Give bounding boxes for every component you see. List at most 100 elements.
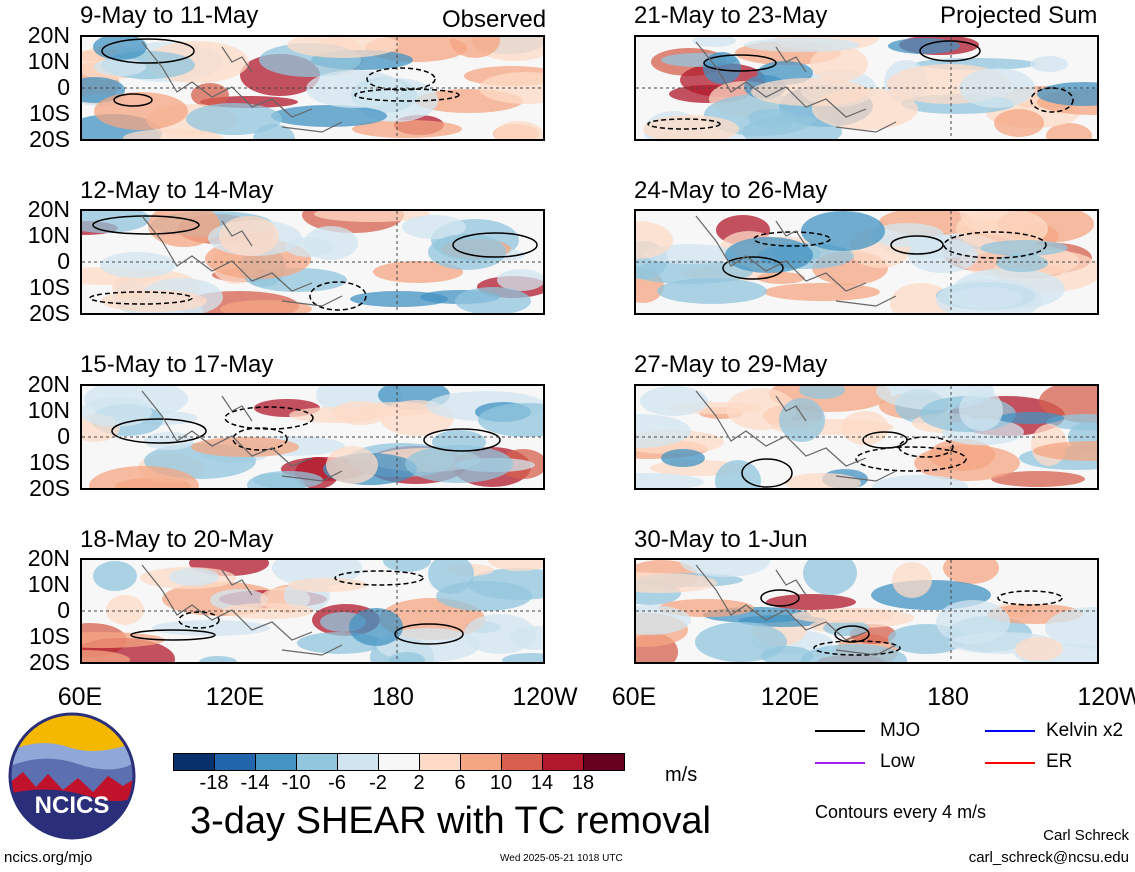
shear-blob <box>803 560 857 595</box>
shear-blob <box>455 287 531 313</box>
shear-blob <box>497 269 543 291</box>
mjo-contour <box>334 570 424 586</box>
mjo-contour <box>753 231 831 247</box>
logo-text: NCICS <box>35 792 110 819</box>
mjo-contour <box>366 67 436 91</box>
shear-blob <box>841 411 889 445</box>
shear-blob <box>636 221 673 259</box>
shear-blob <box>402 215 466 239</box>
mjo-contour <box>703 54 777 72</box>
x-tick-label: 120E <box>205 683 265 711</box>
shear-blob <box>657 278 767 304</box>
shear-field <box>636 211 1097 313</box>
mjo-contour <box>224 406 314 430</box>
shear-blob <box>220 300 312 313</box>
y-tick-label: 10S <box>29 623 70 649</box>
shear-blob <box>991 471 1085 487</box>
x-tick-label: 60E <box>57 683 103 711</box>
shear-blob <box>169 568 219 586</box>
shear-field <box>82 560 543 662</box>
shear-blob <box>100 252 176 278</box>
coastline <box>695 41 897 133</box>
mjo-contour <box>101 38 195 64</box>
colorbar-tick-label: 10 <box>489 772 513 794</box>
shear-blob <box>106 595 144 625</box>
map-panel <box>634 384 1099 490</box>
y-tick-label: 10N <box>27 397 70 423</box>
shear-blob <box>1030 56 1068 72</box>
shear-blob <box>191 437 299 457</box>
shear-blob <box>271 105 387 127</box>
shear-blob <box>996 254 1048 272</box>
shear-blob <box>936 600 1010 644</box>
shear-blob <box>123 129 223 139</box>
shear-blob <box>94 92 188 130</box>
shear-blob <box>914 445 1020 481</box>
panel-title-3: 15-May to 17-May <box>80 351 274 378</box>
shear-blob <box>757 272 805 284</box>
shear-blob <box>349 608 403 646</box>
mjo-contour <box>722 256 784 280</box>
colorbar-cell <box>337 753 379 771</box>
coastline <box>695 564 897 656</box>
shear-blob <box>936 279 1042 313</box>
panel-title-7: 27-May to 29-May <box>634 351 828 378</box>
shear-blob <box>82 650 130 662</box>
shear-blob <box>994 109 1044 137</box>
footer-timestamp: Wed 2025-05-21 1018 UTC <box>500 853 623 864</box>
shear-blob <box>703 52 741 84</box>
mjo-contour <box>354 88 460 102</box>
shear-blob <box>389 652 425 662</box>
mjo-contour <box>760 589 800 607</box>
shear-blob <box>89 466 199 488</box>
mjo-contour <box>423 428 501 452</box>
shear-blob <box>810 46 868 82</box>
y-tick-label: 10S <box>29 449 70 475</box>
shear-blob <box>373 261 463 283</box>
y-tick-label: 20S <box>29 475 70 501</box>
shear-blob <box>892 562 932 598</box>
shear-blob <box>479 72 543 104</box>
colorbar-cell <box>378 753 420 771</box>
shear-blob <box>464 614 536 654</box>
colorbar-tick-label: -14 <box>240 772 270 794</box>
shear-blob <box>640 386 708 416</box>
y-tick-label: 20N <box>27 196 70 222</box>
y-tick-label: 0 <box>57 248 70 274</box>
y-tick-label: 20N <box>27 371 70 397</box>
shear-blob <box>352 120 462 138</box>
colorbar-cell <box>419 753 461 771</box>
shear-field <box>636 37 1097 139</box>
shear-field <box>636 560 1097 662</box>
map-panel <box>634 209 1099 315</box>
shear-blob <box>357 402 437 416</box>
shear-blob <box>306 70 404 108</box>
shear-blob <box>766 594 856 610</box>
shear-blob <box>1045 607 1097 649</box>
colorbar-cell <box>542 753 584 771</box>
shear-blob <box>636 473 704 488</box>
projected-label: Projected Sum <box>940 2 1098 29</box>
x-tick-label: 120W <box>512 683 578 711</box>
mjo-contour <box>813 640 901 656</box>
colorbar-cell <box>501 753 543 771</box>
shear-blob <box>695 622 787 662</box>
mjo-contour <box>919 40 981 62</box>
mjo-contour <box>890 235 944 255</box>
coastline <box>695 215 897 307</box>
shear-field <box>82 386 543 488</box>
legend-line-kelvin <box>985 730 1035 732</box>
y-tick-label: 0 <box>57 597 70 623</box>
mjo-contour <box>130 629 216 641</box>
legend-label-kelvin: Kelvin x2 <box>1046 720 1124 741</box>
shear-blob <box>799 386 845 399</box>
colorbar-tick-label: 2 <box>413 772 425 794</box>
shear-blob <box>93 561 137 591</box>
shear-blob <box>287 578 367 592</box>
main-title: 3-day SHEAR with TC removal <box>190 800 711 842</box>
shear-blob <box>253 471 323 488</box>
map-panel <box>80 209 545 315</box>
footer-link[interactable]: ncics.org/mjo <box>4 849 93 866</box>
mjo-contour <box>394 623 464 645</box>
shear-blob <box>998 412 1064 424</box>
